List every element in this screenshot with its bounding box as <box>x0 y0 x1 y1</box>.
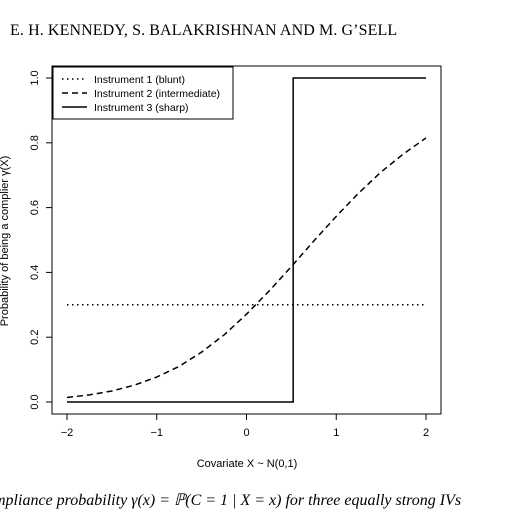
x-tick-label: −2 <box>61 427 74 439</box>
legend-label-1: Instrument 1 (blunt) <box>94 74 185 86</box>
y-tick-label: 0.8 <box>29 135 41 150</box>
series-layer <box>66 77 427 403</box>
x-axis: −2 −1 0 1 2 <box>61 414 429 439</box>
x-tick-label: 2 <box>423 427 429 439</box>
series-line-2 <box>66 137 427 399</box>
legend-label-2: Instrument 2 (intermediate) <box>94 88 220 100</box>
legend: Instrument 1 (blunt) Instrument 2 (interm… <box>52 66 234 120</box>
running-head: E. H. KENNEDY, S. BALAKRISHNAN AND M. G’… <box>10 22 398 39</box>
figure-caption: mpliance probability γ(x) = ℙ(C = 1 | X … <box>0 492 462 509</box>
y-axis: 0.0 0.2 0.4 0.6 0.8 1.0 <box>29 70 52 410</box>
y-tick-label: 0.2 <box>29 330 41 345</box>
series-line-3 <box>67 77 426 403</box>
x-tick-label: 0 <box>243 427 249 439</box>
x-tick-label: −1 <box>150 427 163 439</box>
y-tick-label: 1.0 <box>29 70 41 85</box>
y-axis-label: Probability of being a complier γ(X) <box>0 156 11 327</box>
y-tick-label: 0.4 <box>29 265 41 280</box>
legend-label-3: Instrument 3 (sharp) <box>94 102 189 114</box>
y-tick-label: 0.6 <box>29 200 41 215</box>
x-tick-label: 1 <box>333 427 339 439</box>
chart: −2 −1 0 1 2 0.0 0.2 0.4 0.6 0.8 1.0 Instrument 1 … <box>0 65 442 470</box>
y-tick-label: 0.0 <box>29 394 41 409</box>
x-axis-label: Covariate X ~ N(0,1) <box>197 458 298 470</box>
